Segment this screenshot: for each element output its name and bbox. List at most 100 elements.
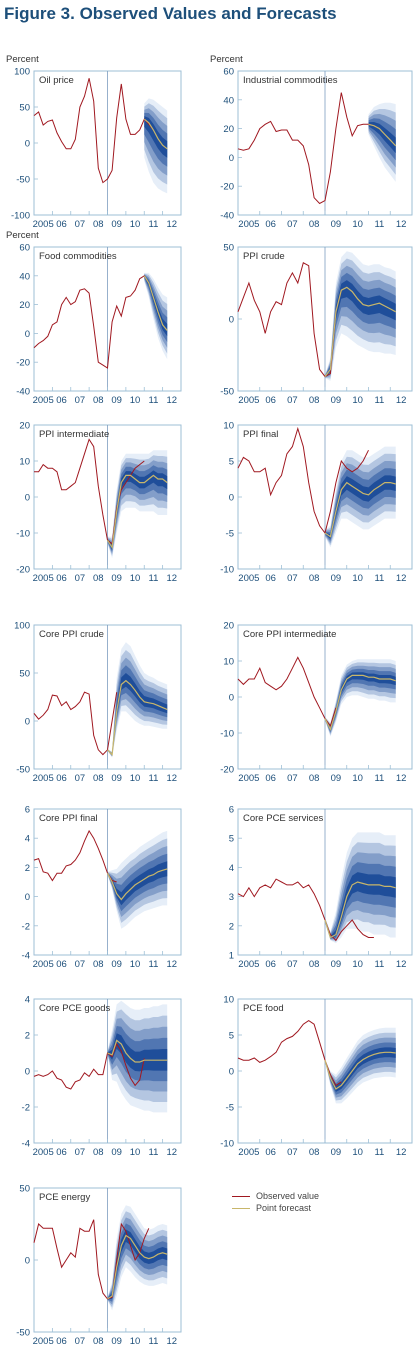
x-tick-label: 10 <box>130 773 141 784</box>
fan-band-1 <box>325 1047 396 1092</box>
x-tick-label: 10 <box>352 395 363 406</box>
panel-pce-food: -10 -5 0 5 10 2005 06 07 08 09 10 11 12 PCE food <box>220 995 413 1158</box>
observed-line <box>33 275 150 369</box>
forecast-line <box>106 868 168 901</box>
x-tick-label: 08 <box>93 219 104 230</box>
fan-band-1 <box>107 1033 168 1072</box>
y-tick-label: 0 <box>25 139 30 150</box>
x-tick-label: 07 <box>287 395 298 406</box>
legend-swatch-forecast <box>232 1207 250 1209</box>
x-tick-label: 10 <box>352 573 363 584</box>
x-tick-label: 12 <box>167 219 178 230</box>
x-tick-label: 2005 <box>238 1147 259 1158</box>
x-tick-label: 10 <box>130 1336 141 1347</box>
y-tick-label: 50 <box>19 669 30 680</box>
fan-band-1 <box>368 122 396 154</box>
x-tick-label: 12 <box>396 1147 407 1158</box>
x-tick-label: 07 <box>75 219 86 230</box>
observed-line <box>237 656 337 727</box>
x-tick-label: 07 <box>287 219 298 230</box>
y-tick-label: 10 <box>223 421 234 432</box>
observed-line <box>237 92 380 205</box>
x-tick-label: 09 <box>111 1336 122 1347</box>
x-tick-label: 10 <box>352 959 363 970</box>
y-tick-label: -4 <box>22 1139 30 1150</box>
x-tick-label: 12 <box>167 1336 178 1347</box>
x-tick-label: 10 <box>130 1147 141 1158</box>
y-tick-label: 50 <box>19 1184 30 1195</box>
y-tick-label: -50 <box>16 175 30 186</box>
x-tick-label: 06 <box>56 219 67 230</box>
panel-core-ppi-final: -4 -2 0 2 4 6 2005 06 07 08 09 10 11 12 Core PPI final <box>22 805 182 970</box>
x-tick-label: 08 <box>93 959 104 970</box>
x-tick-label: 2005 <box>33 395 54 406</box>
y-tick-label: -5 <box>226 1103 234 1114</box>
x-tick-label: 08 <box>309 395 320 406</box>
x-tick-label: 08 <box>309 773 320 784</box>
y-tick-label: -10 <box>220 729 234 740</box>
x-tick-label: 11 <box>149 959 159 970</box>
panel-title: PCE energy <box>39 1192 90 1203</box>
x-tick-label: 10 <box>130 395 141 406</box>
x-tick-label: 08 <box>93 395 104 406</box>
x-tick-label: 06 <box>56 573 67 584</box>
x-tick-label: 12 <box>167 773 178 784</box>
observed-line <box>33 829 117 883</box>
x-tick-label: 08 <box>93 773 104 784</box>
y-tick-label: 2 <box>25 863 30 874</box>
panel-ppi-final: -10 -5 0 5 10 2005 06 07 08 09 10 11 12 PPI final <box>220 421 413 584</box>
y-tick-label: 2 <box>25 1031 30 1042</box>
y-tick-label: 20 <box>223 621 234 632</box>
y-tick-label: 10 <box>19 457 30 468</box>
y-tick-label: -50 <box>220 387 234 398</box>
y-tick-label: 0 <box>229 153 234 164</box>
x-tick-label: 06 <box>265 395 276 406</box>
x-tick-label: 06 <box>56 773 67 784</box>
y-tick-label: 4 <box>25 995 30 1006</box>
x-tick-label: 12 <box>167 573 178 584</box>
y-tick-label: -2 <box>22 1103 30 1114</box>
y-tick-label: 20 <box>223 124 234 135</box>
x-tick-label: 08 <box>93 1147 104 1158</box>
y-tick-label: -4 <box>22 951 30 962</box>
fan-band-1 <box>325 475 396 539</box>
observed-line <box>33 1042 145 1090</box>
observed-line <box>237 262 342 378</box>
fan-band-2 <box>107 465 168 552</box>
y-tick-label: 5 <box>229 457 234 468</box>
x-tick-label: 12 <box>396 573 407 584</box>
forecast-line <box>107 679 168 756</box>
y-tick-label: -10 <box>16 529 30 540</box>
x-tick-label: 11 <box>149 573 159 584</box>
x-tick-label: 2005 <box>238 395 259 406</box>
panel-title: Core PPI intermediate <box>243 629 336 640</box>
y-tick-label: -20 <box>16 565 30 576</box>
panel-title: Core PPI crude <box>39 629 104 640</box>
x-tick-label: 11 <box>374 959 384 970</box>
y-axis-label: Percent <box>6 230 39 241</box>
x-tick-label: 07 <box>287 959 298 970</box>
y-tick-label: 4 <box>229 863 234 874</box>
x-tick-label: 09 <box>331 959 342 970</box>
x-tick-label: 11 <box>374 1147 384 1158</box>
x-tick-label: 06 <box>265 1147 276 1158</box>
x-tick-label: 07 <box>287 1147 298 1158</box>
fan-band-1 <box>107 1229 168 1300</box>
y-tick-label: -20 <box>16 358 30 369</box>
x-tick-label: 11 <box>374 219 384 230</box>
x-tick-label: 11 <box>374 773 384 784</box>
x-tick-label: 11 <box>149 219 159 230</box>
figure-title: Figure 3. Observed Values and Forecasts <box>4 4 337 23</box>
y-tick-label: -20 <box>220 765 234 776</box>
observed-line <box>33 78 154 184</box>
y-tick-label: 1 <box>229 951 234 962</box>
chart-legend: Observed value Point forecast <box>232 1190 402 1214</box>
y-tick-label: 0 <box>229 493 234 504</box>
y-tick-label: 0 <box>229 315 234 326</box>
panel-oil-price: -100 -50 0 50 100 2005 06 07 08 09 10 11 12 Oil price… <box>6 54 182 230</box>
x-tick-label: 09 <box>111 773 122 784</box>
legend-item-forecast: Point forecast <box>232 1202 402 1214</box>
panel-ppi-crude: -50 0 50 2005 06 07 08 09 10 11 12 PPI crude <box>220 243 413 406</box>
